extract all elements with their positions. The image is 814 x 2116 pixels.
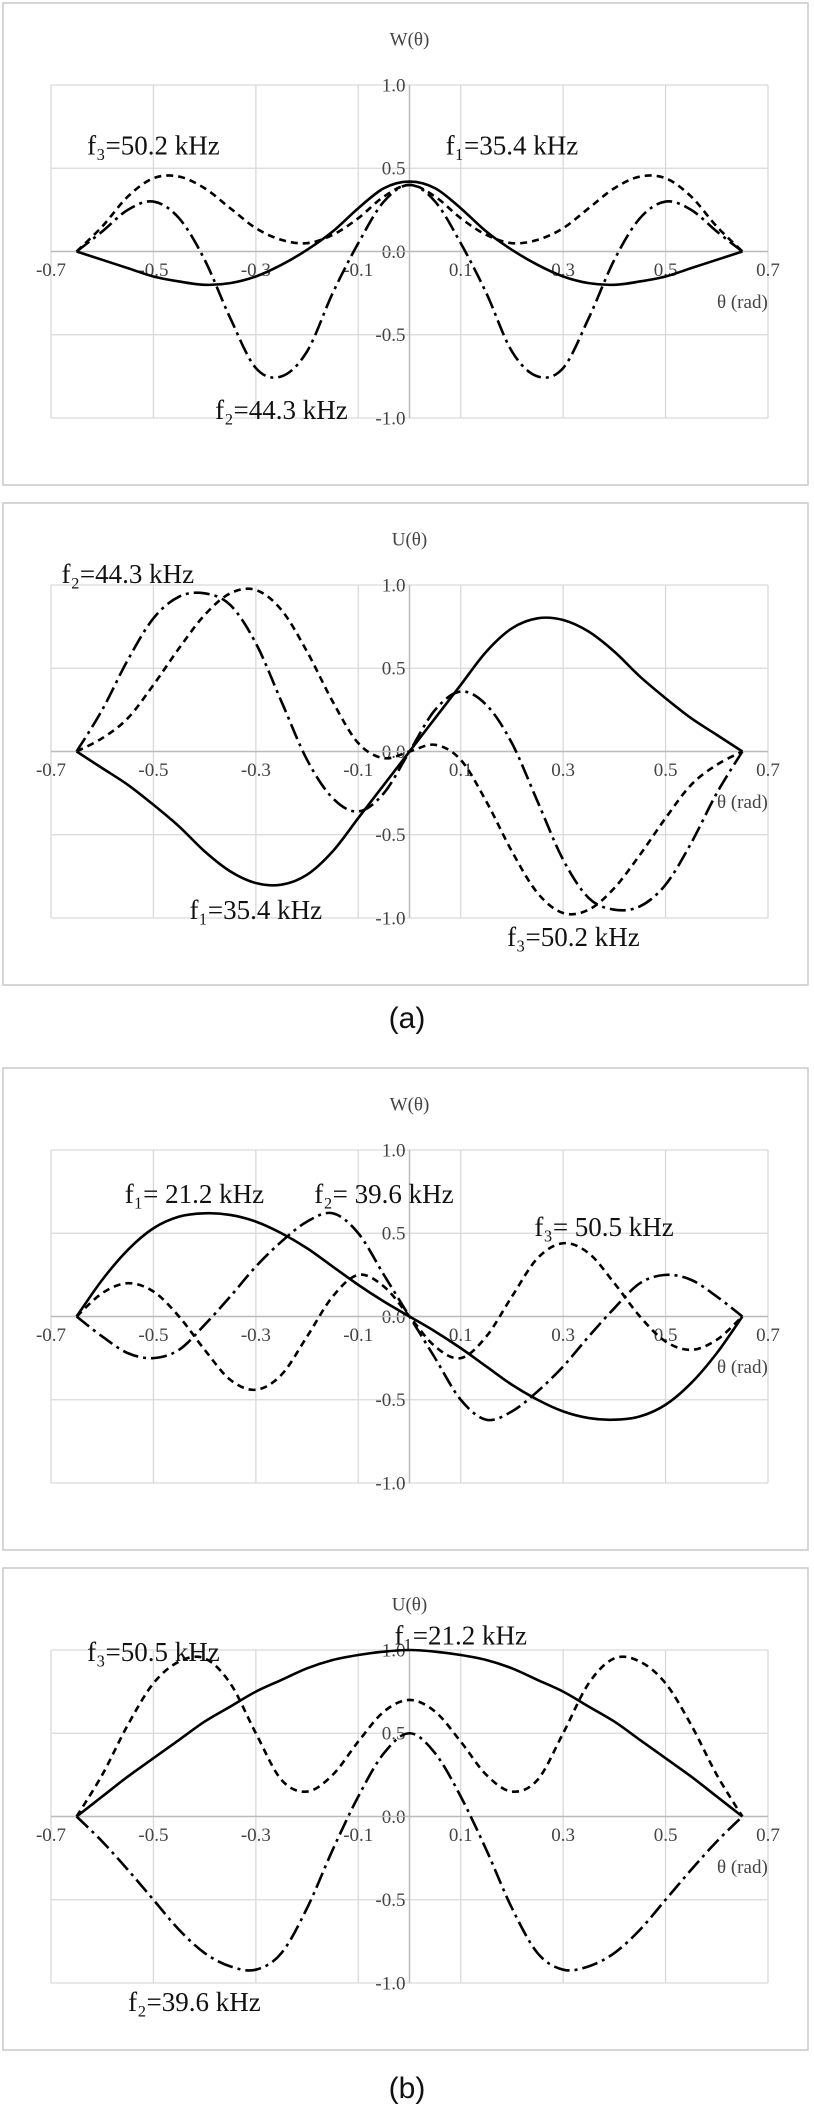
x-tick-label: 0.1 [449,760,473,781]
x-tick-label: 0.7 [756,1825,780,1846]
y-tick-label: -0.5 [375,1390,405,1411]
series-label: f₃=50.5 kHz [87,1637,220,1667]
y-tick-label: -0.5 [375,325,405,346]
x-tick-label: -0.3 [241,1325,271,1346]
x-tick-label: -0.7 [36,1825,66,1846]
series-line [75,1648,744,1818]
series-label: f₃=50.2 kHz [87,130,220,160]
x-tick-label: 0.5 [654,1325,678,1346]
series-label: f₁=21.2 kHz [394,1621,527,1651]
y-tick-label: -1.0 [375,1973,405,1994]
x-axis-label: θ (rad) [717,1857,768,1878]
x-tick-label: -0.3 [241,760,271,781]
caption: (a) [389,1002,426,1035]
y-tick-label: -1.0 [375,1473,405,1494]
x-tick-label: -0.7 [36,1325,66,1346]
series-label: f₁=35.4 kHz [190,895,323,925]
y-tick-label: 0.0 [382,1307,406,1328]
x-tick-label: -0.7 [36,760,66,781]
y-axis-label: U(θ) [392,529,427,550]
series-label: f₁= 21.2 kHz [125,1179,264,1209]
series-line [75,174,744,253]
y-tick-label: -0.5 [375,1890,405,1911]
x-tick-label: -0.5 [138,1325,168,1346]
x-tick-label: -0.5 [138,1825,168,1846]
y-tick-label: 0.5 [382,159,406,180]
y-tick-label: 0.5 [382,659,406,680]
y-tick-label: 1.0 [382,575,406,596]
y-tick-label: 0.0 [382,242,406,263]
y-axis-label: W(θ) [390,1094,430,1115]
x-tick-label: 0.7 [756,760,780,781]
y-tick-label: 1.0 [382,75,406,96]
x-tick-label: 0.5 [654,1825,678,1846]
x-tick-label: 0.5 [654,760,678,781]
series-line [75,1241,744,1392]
x-tick-label: -0.1 [343,760,373,781]
series-label: f₁=35.4 kHz [446,130,579,160]
series-label: f₂=44.3 kHz [215,395,348,425]
x-tick-label: 0.1 [449,1325,473,1346]
x-axis-label: θ (rad) [717,792,768,813]
chart-frame [2,2,809,486]
x-tick-label: 0.7 [756,260,780,281]
x-tick-label: 0.1 [449,1825,473,1846]
x-tick-label: 0.3 [551,760,575,781]
y-tick-label: 0.0 [382,1807,406,1828]
series-line [76,180,743,287]
y-tick-label: -1.0 [375,908,405,929]
x-tick-label: -0.3 [241,1825,271,1846]
chart-frame [2,1067,809,1551]
x-tick-label: 0.7 [756,1325,780,1346]
x-axis-label: θ (rad) [717,292,768,313]
x-axis-label: θ (rad) [717,1357,768,1378]
x-tick-label: 0.3 [551,1825,575,1846]
series-label: f₂= 39.6 kHz [314,1179,453,1209]
series-label: f₂=44.3 kHz [62,559,195,589]
y-tick-label: -1.0 [375,408,405,429]
series-label: f₃= 50.5 kHz [534,1212,673,1242]
x-tick-label: 0.3 [551,260,575,281]
y-axis-label: U(θ) [392,1594,427,1615]
series-line [75,1655,744,1818]
x-tick-label: -0.7 [36,260,66,281]
y-tick-label: -0.5 [375,825,405,846]
x-tick-label: -0.5 [138,760,168,781]
series-line [75,1731,744,1972]
y-tick-label: 0.5 [382,1224,406,1245]
y-axis-label: W(θ) [390,29,430,50]
caption: (b) [389,2072,426,2105]
series-label: f₃=50.2 kHz [507,922,640,952]
x-tick-label: 0.3 [551,1325,575,1346]
y-tick-label: 1.0 [382,1140,406,1161]
chart-frame [2,502,809,986]
series-label: f₂=39.6 kHz [128,1987,261,2017]
x-tick-label: -0.1 [343,1825,373,1846]
chart-frame [2,1567,809,2051]
y-tick-label: 0.5 [382,1724,406,1745]
x-tick-label: -0.1 [343,260,373,281]
x-tick-label: -0.1 [343,1325,373,1346]
x-tick-label: 0.1 [449,260,473,281]
x-tick-label: -0.3 [241,260,271,281]
series-line [76,587,743,916]
